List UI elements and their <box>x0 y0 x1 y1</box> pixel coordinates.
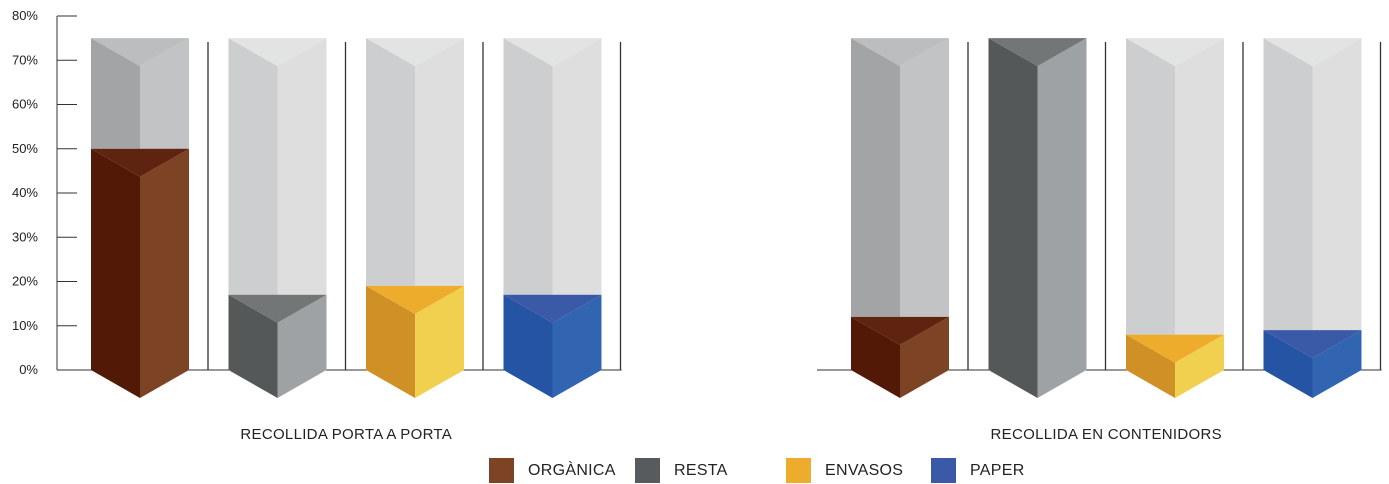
bar-bg-right-face <box>1175 38 1224 335</box>
bar-bg-top-face <box>228 38 327 67</box>
y-tick-label: 40% <box>12 185 38 200</box>
bar-bg-left-face <box>1126 38 1175 335</box>
bar-bg-left-face <box>503 38 553 295</box>
legend-label-envasos: ENVASOS <box>825 461 904 479</box>
bar-organica-1-left-face <box>851 316 900 398</box>
bar-paper-1-right-face <box>1312 330 1362 398</box>
legend-item-resta: RESTA <box>635 458 728 483</box>
bar-bg-top-face <box>851 38 949 67</box>
bar-envasos-0-top-face <box>366 285 464 314</box>
bar-bg-right-face <box>277 38 327 295</box>
bar-bg-right-face <box>1312 38 1362 331</box>
bar-bg-top-face <box>1126 38 1224 67</box>
bar-organica-0-top-face <box>91 148 189 177</box>
bar-paper-1-top-face <box>1263 330 1362 359</box>
chart-canvas: 0% 10% 20% 30% 40% 50% 60% 70% 80% RECOLLIDA PORT… <box>12 8 1382 443</box>
y-tick-label: 10% <box>12 318 38 333</box>
bar-paper-0-right-face <box>552 294 602 398</box>
y-tick-label: 0% <box>19 362 38 377</box>
bar-bg-left-face <box>851 38 900 317</box>
legend-swatch-resta <box>635 458 660 483</box>
bar-bg-left-face <box>1263 38 1313 331</box>
legend-swatch-envasos <box>786 458 811 483</box>
bar-bg-top-face <box>91 38 189 67</box>
bar-paper-1-left-face <box>1263 330 1313 398</box>
bar-resta-1-right-face <box>1037 38 1087 398</box>
bar-resta-0-left-face <box>228 294 278 398</box>
y-tick-label: 50% <box>12 141 38 156</box>
y-tick-label: 60% <box>12 97 38 112</box>
bar-resta-0-top-face <box>228 294 327 323</box>
y-tick-label: 30% <box>12 229 38 244</box>
group-label-recollida-en-contenidors: RECOLLIDA EN CONTENIDORS <box>991 426 1222 443</box>
bar-paper-0-top-face <box>503 294 602 323</box>
bar-organica-0-left-face <box>91 148 140 398</box>
y-tick-label: 20% <box>12 274 38 289</box>
bar-envasos-0-right-face <box>415 285 464 398</box>
legend-item-paper: PAPER <box>931 458 1025 483</box>
bar-resta-0-right-face <box>277 294 327 398</box>
bar-resta-1-left-face <box>988 38 1038 398</box>
bar-bg-top-face <box>503 38 602 67</box>
legend-label-paper: PAPER <box>970 461 1025 479</box>
y-tick-label: 70% <box>12 52 38 67</box>
bar-bg-right-face <box>552 38 602 295</box>
legend-swatch-organica <box>489 458 514 483</box>
legend-swatch-paper <box>931 458 956 483</box>
bar-envasos-0-left-face <box>366 285 415 398</box>
bar-bg-left-face <box>366 38 415 286</box>
bar-paper-0-left-face <box>503 294 553 398</box>
bar-organica-1-top-face <box>851 316 949 345</box>
bar-bg-top-face <box>366 38 464 67</box>
legend-item-envasos: ENVASOS <box>786 458 903 483</box>
bar-bg-right-face <box>140 38 189 149</box>
bar-envasos-1-top-face <box>1126 334 1224 363</box>
bar-bg-left-face <box>228 38 278 295</box>
bar-resta-1-top-face <box>988 38 1087 67</box>
bar-bg-top-face <box>1263 38 1362 67</box>
legend: ORGÀNICA RESTA ENVASOS PAPER <box>0 458 1389 484</box>
legend-item-organica: ORGÀNICA <box>489 458 616 483</box>
bar-organica-1-right-face <box>900 316 949 398</box>
y-tick-label: 80% <box>12 8 38 23</box>
bar-bg-right-face <box>415 38 464 286</box>
bar-envasos-1-left-face <box>1126 334 1175 398</box>
bar-organica-0-right-face <box>140 148 189 398</box>
bar-bg-left-face <box>91 38 140 149</box>
bar-envasos-1-right-face <box>1175 334 1224 398</box>
legend-label-resta: RESTA <box>674 461 728 479</box>
legend-label-organica: ORGÀNICA <box>528 461 616 479</box>
group-label-recollida-porta-a-porta: RECOLLIDA PORTA A PORTA <box>240 426 452 443</box>
bar-bg-right-face <box>900 38 949 317</box>
